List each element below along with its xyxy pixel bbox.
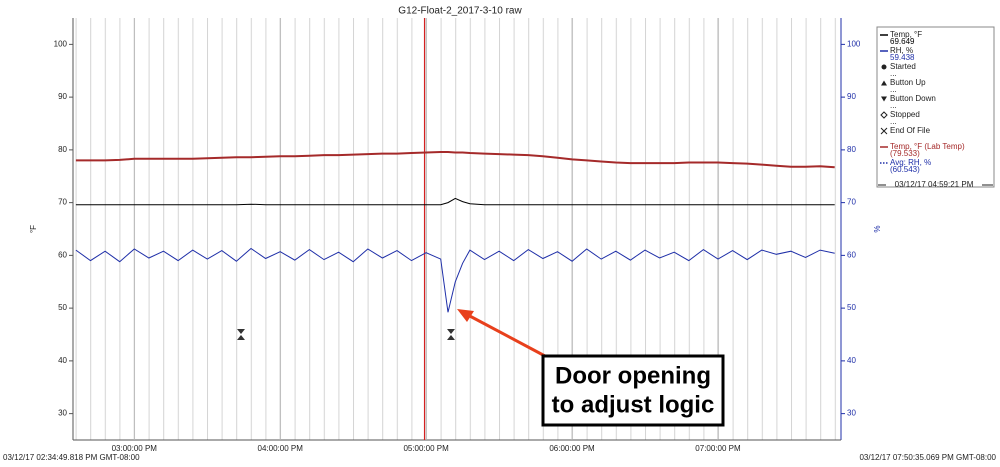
legend-label: End Of File [890,126,931,135]
legend-note: ... [890,69,897,78]
legend-label: Temp, °F (Lab Temp) [890,142,965,151]
x-tick-label: 07:00:00 PM [695,444,741,453]
y-axis-label: °F [29,225,38,233]
legend-icon [881,64,887,70]
series-line [75,151,835,169]
legend-note: ... [890,85,897,94]
legend-label: Temp, °F [890,30,922,39]
legend-note: ... [890,101,897,110]
x-tick-label: 04:00:00 PM [258,444,304,453]
x-tick-label: 06:00:00 PM [549,444,595,453]
chart-title: G12-Float-2_2017-3-10 raw [398,6,522,17]
y-tick-label: 100 [54,39,68,48]
end-time: 03/12/17 07:50:35.069 PM GMT-08:00 [859,453,996,462]
legend-label: Button Down [890,94,936,103]
legend-reading: 59.438 [890,53,915,62]
y-tick-label: 60 [58,250,67,259]
y2-tick-label: 80 [847,145,856,154]
start-time: 03/12/17 02:34:49.818 PM GMT-08:00 [3,453,140,462]
legend-reading: (60.543) [890,165,920,174]
legend-icon [880,111,888,119]
legend-label: Avg: RH, % [890,158,931,167]
x-tick-label: 03:00:00 PM [112,444,158,453]
y-tick-label: 70 [58,198,67,207]
y2-tick-label: 40 [847,356,856,365]
legend-reading: 69.649 [890,37,915,46]
legend-icon [880,127,888,135]
y2-tick-label: 90 [847,92,856,101]
legend [876,26,995,188]
legend-note: ... [890,117,897,126]
legend-label: Stopped [890,110,920,119]
y-tick-label: 50 [58,303,67,312]
y-tick-label: 90 [58,92,67,101]
legend-reading: (79.533) [890,149,920,158]
y2-tick-label: 100 [847,39,861,48]
legend-icon [881,96,887,102]
y2-tick-label: 30 [847,409,856,418]
y2-tick-label: 60 [847,250,856,259]
annotation-line: Door opening [555,362,711,389]
series-line [75,197,835,206]
event-marker [237,329,455,340]
y2-tick-label: 70 [847,198,856,207]
y-tick-label: 80 [58,145,67,154]
legend-icon [881,80,887,86]
minor-grid [73,18,841,440]
y2-axis-label: % [872,225,881,232]
legend-label: RH, % [890,46,913,55]
x-tick-label: 05:00:00 PM [403,444,449,453]
legend-cursor-time: 03/12/17 04:59:21 PM [895,180,974,189]
series-line [75,247,835,313]
y-tick-label: 40 [58,356,67,365]
y2-tick-label: 50 [847,303,856,312]
legend-label: Started [890,62,916,71]
annotation-line: to adjust logic [552,391,715,418]
legend-label: Button Up [890,78,926,87]
annotation: Door opening to adjust logic [457,309,725,427]
y-tick-label: 30 [58,409,67,418]
